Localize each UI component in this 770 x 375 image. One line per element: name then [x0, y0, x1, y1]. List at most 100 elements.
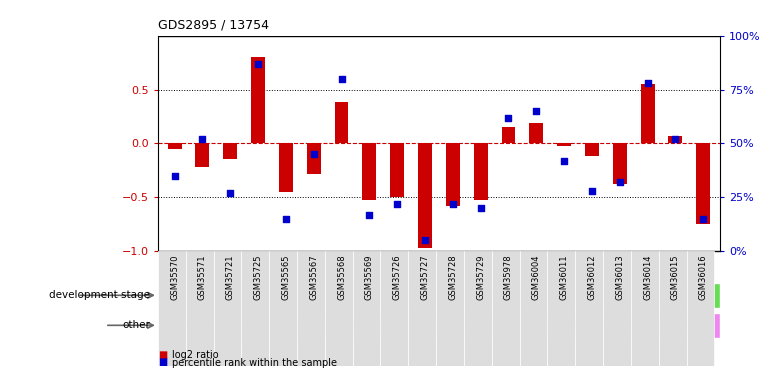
Bar	[464, 251, 492, 366]
Bar	[168, 144, 182, 149]
Bar	[687, 251, 715, 366]
Bar	[158, 251, 186, 366]
Bar	[585, 144, 599, 156]
Bar	[446, 144, 460, 206]
Text: development stage: development stage	[49, 290, 150, 300]
Bar	[270, 283, 720, 308]
Bar	[557, 144, 571, 146]
Text: GSM35727: GSM35727	[420, 255, 430, 300]
Bar	[474, 144, 487, 200]
Point	[697, 216, 709, 222]
Point	[224, 190, 236, 196]
Text: GSM36012: GSM36012	[588, 255, 597, 300]
Bar	[668, 136, 682, 144]
Bar	[641, 84, 654, 144]
Point	[669, 136, 681, 142]
Text: GSM36011: GSM36011	[560, 255, 568, 300]
Text: GSM36014: GSM36014	[643, 255, 652, 300]
Bar	[270, 313, 413, 338]
Bar	[279, 144, 293, 192]
Text: GSM35726: GSM35726	[393, 255, 402, 300]
Bar	[390, 144, 404, 197]
Point	[196, 136, 209, 142]
Text: GSM35978: GSM35978	[504, 255, 513, 300]
Bar	[520, 313, 608, 338]
Bar	[353, 251, 380, 366]
Bar	[334, 102, 349, 144]
Point	[363, 211, 376, 217]
Bar	[436, 251, 464, 366]
Point	[530, 108, 542, 114]
Text: GSM35728: GSM35728	[448, 255, 457, 300]
Text: GSM35721: GSM35721	[226, 255, 235, 300]
Point	[307, 151, 320, 157]
Bar	[603, 313, 720, 338]
Bar	[658, 251, 687, 366]
Bar	[613, 144, 627, 184]
Point	[169, 173, 181, 179]
Text: 3 - 5 cm section: 3 - 5 cm section	[425, 320, 508, 330]
Bar	[241, 251, 270, 366]
Text: GSM36015: GSM36015	[671, 255, 680, 300]
Text: GSM35571: GSM35571	[198, 255, 207, 300]
Bar	[408, 251, 436, 366]
Text: ■: ■	[158, 350, 167, 360]
Bar	[306, 144, 320, 174]
Text: GSM35725: GSM35725	[253, 255, 263, 300]
Point	[502, 115, 514, 121]
Bar	[270, 251, 297, 366]
Text: GSM35568: GSM35568	[337, 255, 346, 300]
Point	[391, 201, 403, 207]
Text: GDS2895 / 13754: GDS2895 / 13754	[158, 19, 269, 32]
Text: ■: ■	[158, 357, 167, 368]
Text: GSM35567: GSM35567	[310, 255, 318, 300]
Bar	[251, 57, 265, 144]
Bar	[380, 251, 408, 366]
Bar	[223, 144, 237, 159]
Bar	[297, 251, 325, 366]
Bar	[547, 251, 575, 366]
Bar	[325, 251, 353, 366]
Text: other: other	[122, 320, 150, 330]
Point	[280, 216, 292, 222]
Bar	[492, 251, 520, 366]
Point	[614, 179, 626, 185]
Text: 7 - 9 cm section: 7 - 9 cm section	[620, 320, 703, 330]
Bar	[213, 251, 241, 366]
Bar	[575, 251, 603, 366]
Bar	[186, 251, 213, 366]
Bar	[158, 283, 275, 308]
Point	[419, 237, 431, 243]
Text: GSM36013: GSM36013	[615, 255, 624, 300]
Point	[641, 80, 654, 86]
Bar	[196, 144, 209, 167]
Text: GSM35729: GSM35729	[476, 255, 485, 300]
Bar	[520, 251, 547, 366]
Point	[474, 205, 487, 211]
Bar	[501, 127, 515, 144]
Bar	[603, 251, 631, 366]
Bar	[408, 313, 525, 338]
Bar	[363, 144, 377, 200]
Text: GSM35565: GSM35565	[281, 255, 290, 300]
Text: 2 - 4 cm section: 2 - 4 cm section	[175, 320, 258, 330]
Bar	[529, 123, 544, 144]
Bar	[631, 251, 658, 366]
Bar	[418, 144, 432, 248]
Text: GSM36016: GSM36016	[698, 255, 708, 300]
Text: GSM35569: GSM35569	[365, 255, 373, 300]
Point	[586, 188, 598, 194]
Text: log2 ratio: log2 ratio	[172, 350, 219, 360]
Point	[336, 76, 348, 82]
Text: 5 cm stem: 5 cm stem	[187, 290, 246, 300]
Point	[447, 201, 459, 207]
Text: 0 - 3 cm section: 0 - 3 cm section	[300, 320, 383, 330]
Bar	[158, 313, 275, 338]
Text: 5 - 7 cm section: 5 - 7 cm section	[522, 320, 606, 330]
Text: 10 cm stem: 10 cm stem	[462, 290, 527, 300]
Text: percentile rank within the sample: percentile rank within the sample	[172, 357, 336, 368]
Text: GSM35570: GSM35570	[170, 255, 179, 300]
Bar	[696, 144, 710, 224]
Point	[558, 158, 571, 164]
Text: GSM36004: GSM36004	[532, 255, 541, 300]
